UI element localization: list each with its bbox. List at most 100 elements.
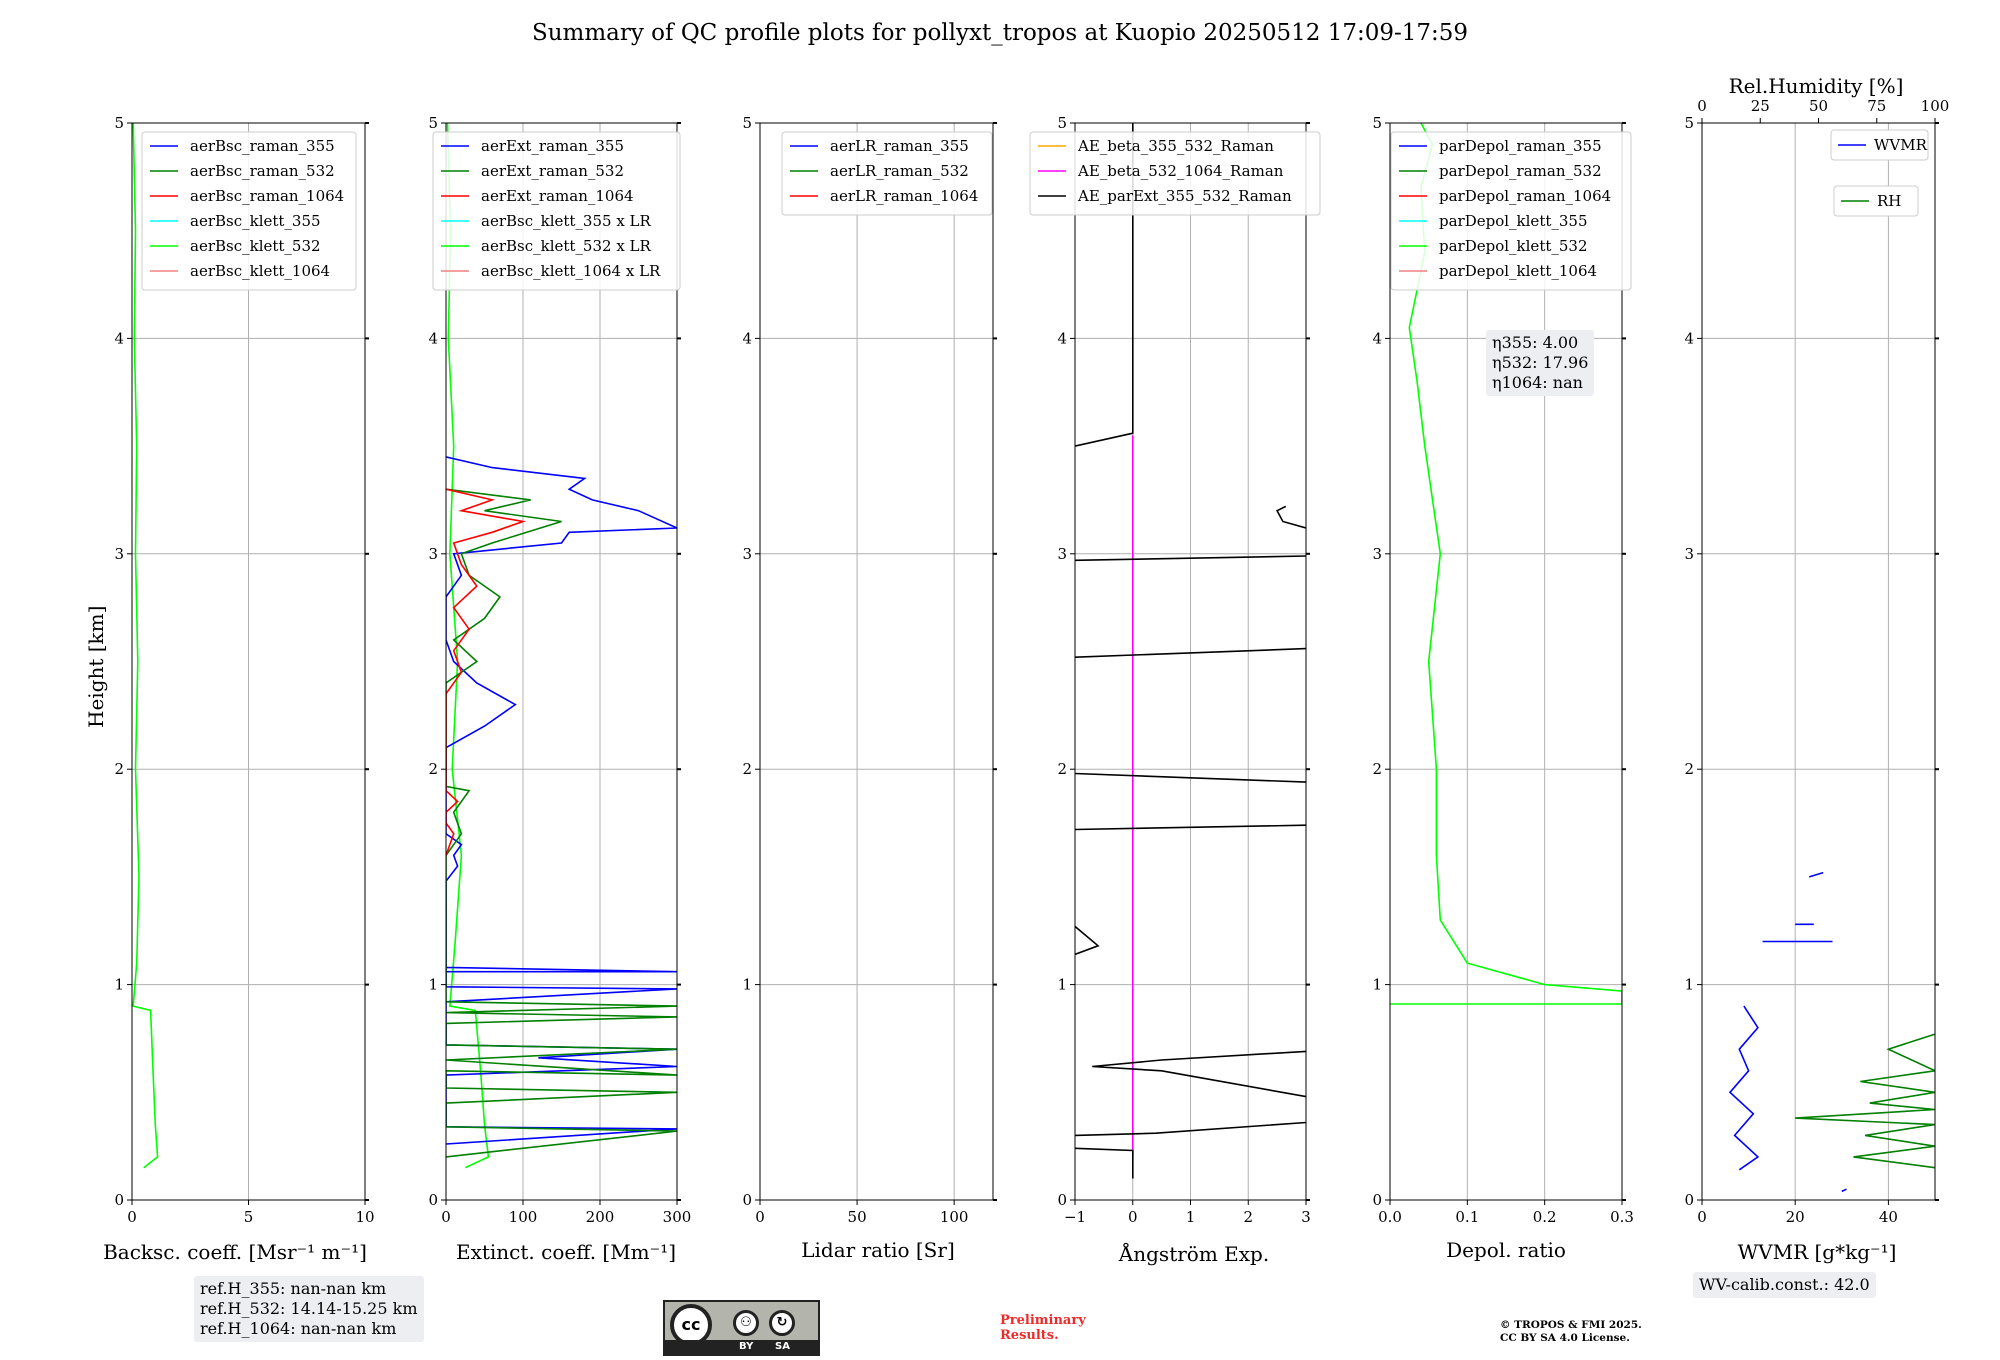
legend: parDepol_raman_355 parDepol_raman_532 parD… <box>1390 131 1632 291</box>
legend-frame <box>1390 131 1632 291</box>
x-tick-label: 0 <box>127 1208 137 1226</box>
legend: aerBsc_raman_355 aerBsc_raman_532 aerBsc_r… <box>141 131 357 291</box>
preliminary-line-1: Preliminary <box>1000 1313 1086 1328</box>
legend-rh: RH <box>1833 185 1919 217</box>
legend: aerLR_raman_355 aerLR_raman_532 aerLR_rama… <box>781 131 993 216</box>
legend-label: parDepol_raman_1064 <box>1439 187 1611 205</box>
x-tick-label: 300 <box>663 1208 692 1226</box>
series-group <box>1728 871 1935 1193</box>
series-line-AE_parExt_355_532_Raman <box>1075 1147 1134 1179</box>
panel-1: 0 5 10 0 1 2 3 4 5 aerBsc_raman_355 aerBsc_raman_5… <box>114 114 374 1226</box>
x-axis-label-depol: Depol. ratio <box>1446 1238 1566 1262</box>
series-line-AE_parExt_355_532_Raman <box>1075 1121 1306 1137</box>
legend-label: aerLR_raman_355 <box>830 137 969 155</box>
y-tick-label: 2 <box>742 760 752 778</box>
x-tick-label: 3 <box>1301 1208 1311 1226</box>
y-tick-label: 0 <box>742 1191 752 1209</box>
badge-sa-label: SA <box>775 1341 790 1352</box>
series-line-aerExt_raman_1064 <box>446 488 527 856</box>
x-tick-label: 0 <box>441 1208 451 1226</box>
preliminary-note: Preliminary Results. <box>1000 1313 1086 1343</box>
legend-label: parDepol_raman_355 <box>1439 137 1602 155</box>
y-tick-label: 3 <box>1057 545 1067 563</box>
axes-frame <box>1389 122 1623 1201</box>
legend: WVMR <box>1830 129 1929 161</box>
x-tick-label: 0.1 <box>1455 1208 1479 1226</box>
y-tick-label: 2 <box>428 760 438 778</box>
legend-label: AE_beta_355_532_Raman <box>1077 137 1274 155</box>
legend-label: aerLR_raman_532 <box>830 162 969 180</box>
top-tick-label: 75 <box>1867 97 1886 115</box>
legend-label: aerBsc_raman_1064 <box>190 187 344 205</box>
axes-frame <box>1701 122 1936 1201</box>
series-line-WVMR <box>1808 871 1824 878</box>
series-line-AE_parExt_355_532_Raman <box>1075 555 1306 562</box>
series-line-AE_parExt_355_532_Raman <box>1276 505 1306 529</box>
legend: AE_beta_355_532_Raman AE_beta_532_1064_Ra… <box>1029 131 1321 216</box>
legend-label: WVMR <box>1874 136 1928 154</box>
legend-frame <box>432 131 681 291</box>
legend-label: aerBsc_klett_1064 <box>190 262 330 280</box>
preliminary-line-2: Results. <box>1000 1328 1059 1343</box>
figure-title: Summary of QC profile plots for pollyxt_… <box>531 20 1469 46</box>
copyright-note: © TROPOS & FMI 2025. CC BY SA 4.0 Licens… <box>1500 1319 1642 1345</box>
eta-box: η355: 4.00 η532: 17.96 η1064: nan <box>1486 330 1595 396</box>
share-alike-icon: ↻ <box>769 1310 795 1336</box>
series-line-AE_parExt_355_532_Raman <box>1092 1050 1306 1098</box>
legend-label: aerExt_raman_1064 <box>481 187 634 205</box>
y-tick-label: 0 <box>1057 1191 1067 1209</box>
series-line-aerBsc_klett_532 <box>132 123 159 1169</box>
series-line-aerExt_raman_532 <box>446 488 677 1158</box>
x-tick-label: 2 <box>1243 1208 1253 1226</box>
x-tick-label: 5 <box>244 1208 254 1226</box>
legend-frame <box>1833 185 1919 217</box>
attribution-person-icon: ⚇ <box>733 1310 759 1336</box>
series-line-WVMR <box>1728 1005 1760 1171</box>
x-axis-label-lidar-ratio: Lidar ratio [Sr] <box>801 1238 955 1262</box>
reference-height-box: ref.H_355: nan-nan km ref.H_532: 14.14-1… <box>194 1276 424 1342</box>
y-tick-label: 1 <box>1372 976 1382 994</box>
y-tick-label: 5 <box>1372 114 1382 132</box>
panel-3: 0 50 100 0 1 2 3 4 5 aerLR_raman_355 aerLR_raman_5… <box>742 114 997 1226</box>
y-tick-label: 4 <box>428 329 438 347</box>
y-tick-label: 4 <box>114 329 124 347</box>
series-line-RH <box>1795 1033 1935 1169</box>
legend: aerExt_raman_355 aerExt_raman_532 aerExt_r… <box>432 131 681 291</box>
top-axis-label-rh: Rel.Humidity [%] <box>1728 74 1904 98</box>
y-tick-label: 0 <box>114 1191 124 1209</box>
eta-355: η355: 4.00 <box>1492 333 1579 352</box>
series-group <box>446 123 677 1169</box>
panel-4: −1 0 1 2 3012345AE_beta_355_532_RamanAE_beta… <box>1029 114 1321 1226</box>
legend-label: parDepol_klett_355 <box>1439 212 1588 230</box>
x-tick-label: 40 <box>1879 1208 1898 1226</box>
x-tick-label: 1 <box>1186 1208 1196 1226</box>
top-tick-label: 100 <box>1921 97 1950 115</box>
legend-label: AE_beta_532_1064_Raman <box>1077 162 1284 180</box>
ref-height-1064: ref.H_1064: nan-nan km <box>200 1319 397 1338</box>
y-tick-label: 3 <box>742 545 752 563</box>
legend-label: aerExt_raman_532 <box>481 162 624 180</box>
badge-by-label: BY <box>739 1341 754 1352</box>
y-tick-label: 4 <box>1684 329 1694 347</box>
wv-calibration-box: WV-calib.const.: 42.0 <box>1693 1272 1876 1298</box>
axes-frame <box>759 122 994 1201</box>
series-line-AE_parExt_355_532_Raman <box>1075 772 1306 783</box>
x-tick-label: −1 <box>1064 1208 1086 1226</box>
x-axis-label-angstrom: Ångström Exp. <box>1118 1242 1270 1266</box>
legend-label: aerBsc_klett_355 x LR <box>481 212 652 230</box>
series-line-AE_parExt_355_532_Raman <box>1075 647 1306 658</box>
series-line-aerExt_raman_355 <box>446 456 677 1145</box>
series-line-aerBsc_klett_532 x LR <box>446 123 490 1169</box>
x-axis-label-extinction: Extinct. coeff. [Mm⁻¹] <box>455 1240 677 1264</box>
y-tick-label: 3 <box>114 545 124 563</box>
legend-label: aerExt_raman_355 <box>481 137 624 155</box>
y-tick-label: 2 <box>1057 760 1067 778</box>
legend-label: aerBsc_raman_355 <box>190 137 335 155</box>
x-axis-label-backscatter: Backsc. coeff. [Msr⁻¹ m⁻¹] <box>103 1240 367 1264</box>
series-line-AE_parExt_355_532_Raman <box>1075 824 1306 831</box>
axes-frame <box>445 122 678 1201</box>
y-tick-label: 0 <box>1372 1191 1382 1209</box>
y-tick-label: 1 <box>1684 976 1694 994</box>
cc-by-sa-badge: cc ⚇ ↻ BY SA <box>663 1300 820 1356</box>
y-tick-label: 5 <box>1057 114 1067 132</box>
